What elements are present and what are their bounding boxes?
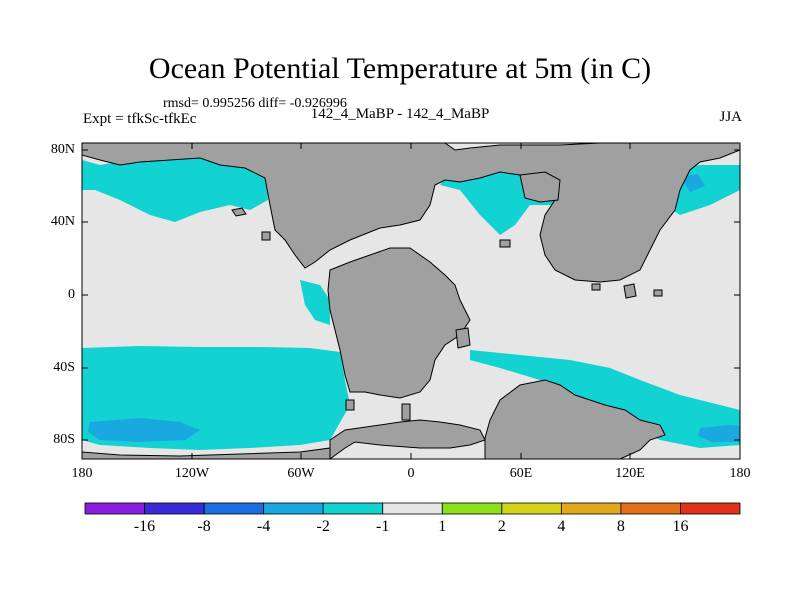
colorbar-swatch-8: [561, 503, 621, 514]
colorbar-label-1: -8: [184, 518, 224, 536]
island-southeast: [456, 328, 470, 348]
lon-label-60w: 60W: [271, 466, 331, 482]
lon-label-180e: 180: [710, 466, 770, 482]
lon-label-0: 0: [381, 466, 441, 482]
island-east-1: [592, 284, 600, 290]
colorbar-label-3: -2: [303, 518, 343, 536]
colorbar-swatch-1: [145, 503, 205, 514]
plot-title: Ocean Potential Temperature at 5m (in C): [0, 52, 800, 86]
lat-label-0: 0: [25, 287, 75, 303]
colorbar-swatch-10: [680, 503, 740, 514]
map-panel: [82, 143, 740, 459]
map-figure: [0, 0, 800, 600]
island-pacific-2: [262, 232, 270, 240]
colorbar-swatch-2: [204, 503, 264, 514]
colorbar-label-9: 16: [661, 518, 701, 536]
lon-label-120e: 120E: [600, 466, 660, 482]
colorbar-label-2: -4: [244, 518, 284, 536]
lat-label-80n: 80N: [25, 142, 75, 158]
colorbar-swatch-6: [442, 503, 502, 514]
colorbar-swatch-0: [85, 503, 145, 514]
case-label: 142_4_MaBP - 142_4_MaBP: [0, 106, 800, 123]
colorbar-swatch-7: [502, 503, 562, 514]
island-south-1: [346, 400, 354, 410]
colorbar-label-7: 4: [541, 518, 581, 536]
colorbar-label-0: -16: [125, 518, 165, 536]
lat-label-40n: 40N: [25, 214, 75, 230]
colorbar-swatch-5: [383, 503, 443, 514]
colorbar-label-6: 2: [482, 518, 522, 536]
lat-label-80s: 80S: [25, 432, 75, 448]
lon-label-180w: 180: [52, 466, 112, 482]
lon-label-120w: 120W: [162, 466, 222, 482]
lat-label-40s: 40S: [25, 360, 75, 376]
colorbar-swatch-4: [323, 503, 383, 514]
colorbar-label-4: -1: [363, 518, 403, 536]
season-label: JJA: [719, 109, 742, 126]
colorbar-label-5: 1: [422, 518, 462, 536]
island-east-2: [624, 284, 636, 298]
colorbar-swatch-9: [621, 503, 681, 514]
colorbar-swatch-3: [264, 503, 324, 514]
colorbar: [85, 503, 740, 514]
island-atlantic: [500, 240, 510, 247]
island-south-2: [402, 404, 410, 420]
lon-label-60e: 60E: [491, 466, 551, 482]
island-east-3: [654, 290, 662, 296]
colorbar-label-8: 8: [601, 518, 641, 536]
island-greenland: [520, 172, 560, 202]
